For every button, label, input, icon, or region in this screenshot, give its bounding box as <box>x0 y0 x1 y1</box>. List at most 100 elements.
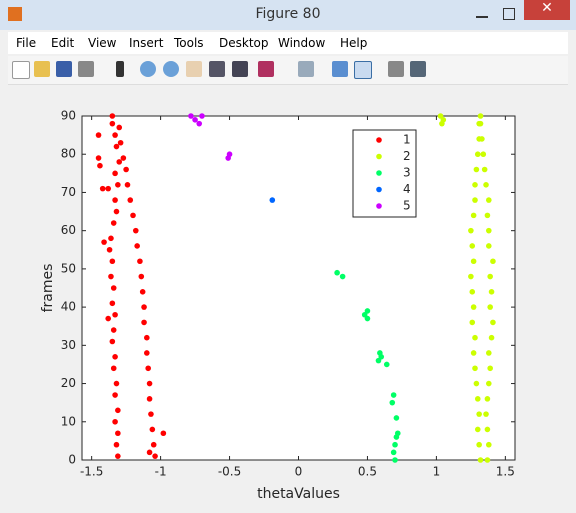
zoom-in-icon[interactable] <box>140 61 156 77</box>
legend-label: 4 <box>403 182 411 196</box>
point <box>481 166 488 173</box>
point <box>150 441 157 448</box>
point <box>484 426 491 433</box>
point <box>115 407 121 414</box>
point <box>474 426 481 433</box>
point <box>112 197 118 203</box>
point <box>487 273 493 280</box>
menu-item[interactable]: Help <box>340 36 368 50</box>
point <box>97 162 103 169</box>
point <box>109 258 116 265</box>
menu-item[interactable]: Desktop <box>219 36 269 50</box>
point <box>112 170 118 177</box>
point <box>112 354 118 360</box>
point <box>393 415 400 421</box>
show-tools-icon[interactable] <box>410 61 426 77</box>
legend-marker <box>376 203 382 209</box>
point <box>468 273 474 280</box>
point <box>146 380 153 387</box>
point <box>115 182 121 188</box>
point <box>468 227 474 234</box>
pan-icon[interactable] <box>186 61 202 77</box>
save-icon[interactable] <box>56 61 72 77</box>
datacursor-icon[interactable] <box>232 61 248 77</box>
close[interactable]: ✕ <box>524 0 570 20</box>
point <box>110 327 117 333</box>
point <box>192 117 198 123</box>
point <box>144 350 150 356</box>
point <box>225 155 231 161</box>
y-tick-label: 10 <box>61 414 76 428</box>
legend-label: 5 <box>403 199 411 213</box>
y-axis-label: frames <box>40 264 56 313</box>
minimize[interactable] <box>476 16 488 18</box>
window-title: Figure 80 <box>255 6 321 22</box>
point <box>479 136 485 142</box>
point <box>485 350 492 356</box>
point <box>109 338 116 345</box>
legend-icon[interactable] <box>354 61 372 79</box>
y-tick-label: 60 <box>61 223 76 237</box>
menu-item[interactable]: Edit <box>51 36 75 50</box>
colorbar-icon[interactable] <box>332 61 348 77</box>
point <box>115 453 121 459</box>
point <box>188 113 194 119</box>
legend-marker <box>376 186 382 193</box>
point <box>476 441 482 448</box>
menu-item[interactable]: Tools <box>174 36 204 50</box>
figure: -1.5 -1 -0.5 0 0.5 1 1.5 0 10 20 30 40 50 60 70 80 90 the… <box>40 109 516 502</box>
point <box>95 132 102 138</box>
point <box>113 208 120 215</box>
point <box>469 289 476 295</box>
point <box>488 289 495 295</box>
new-icon[interactable] <box>12 61 30 79</box>
point <box>375 357 382 364</box>
link-icon[interactable] <box>298 61 314 77</box>
rotate-icon[interactable] <box>209 61 225 77</box>
zoom-out-icon[interactable] <box>163 61 179 77</box>
point <box>383 361 390 368</box>
legend-marker <box>376 170 382 176</box>
point <box>394 430 401 437</box>
point <box>110 365 117 372</box>
point <box>473 380 480 387</box>
point <box>472 365 478 372</box>
legend-marker <box>376 153 382 160</box>
point <box>440 117 447 123</box>
point <box>484 396 491 402</box>
point <box>115 430 121 437</box>
point <box>470 212 477 219</box>
menu-item[interactable]: View <box>88 36 117 50</box>
point <box>109 113 116 119</box>
menu-item[interactable]: Insert <box>129 36 164 50</box>
maximize[interactable] <box>503 8 515 20</box>
point <box>485 441 492 448</box>
point <box>487 365 493 372</box>
menu-item[interactable]: File <box>16 36 37 50</box>
legend-box <box>352 129 417 218</box>
point <box>109 300 116 307</box>
pointer-icon[interactable] <box>116 61 124 77</box>
legend-label: 3 <box>403 166 411 180</box>
point <box>116 159 123 165</box>
legend-marker <box>376 137 382 143</box>
point <box>334 269 340 276</box>
point <box>108 273 114 280</box>
point <box>123 166 129 173</box>
point <box>138 273 145 280</box>
point <box>485 227 492 234</box>
print-icon[interactable] <box>78 61 94 77</box>
open-icon[interactable] <box>34 61 50 77</box>
brush-icon[interactable] <box>258 61 274 77</box>
point <box>109 120 116 127</box>
hide-tools-icon[interactable] <box>388 61 404 77</box>
menu-item[interactable]: Window <box>278 36 326 50</box>
point <box>112 418 118 425</box>
point <box>148 411 154 417</box>
x-tick-label: -1.5 <box>80 465 103 479</box>
point <box>199 113 205 119</box>
point <box>472 197 478 203</box>
point <box>112 132 118 138</box>
point <box>487 304 493 310</box>
point <box>141 319 147 326</box>
